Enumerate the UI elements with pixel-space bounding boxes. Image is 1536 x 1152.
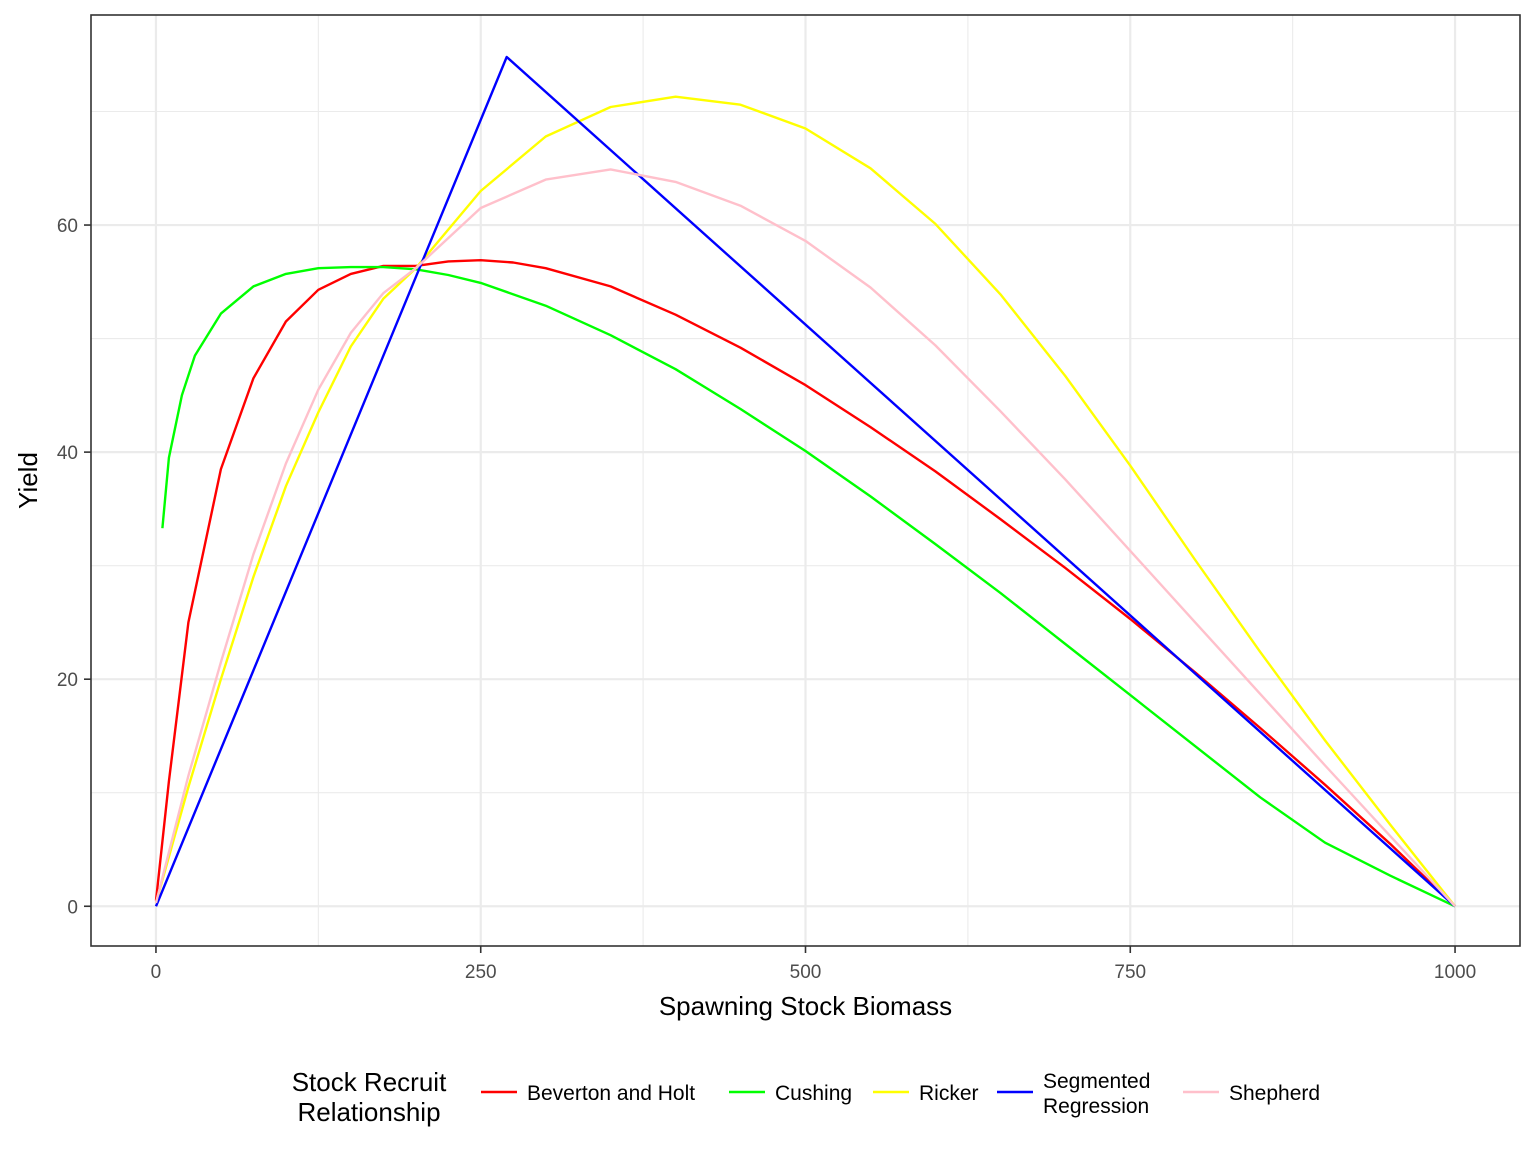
series-line-shepherd [154,168,1456,908]
legend-label-ricker: Ricker [919,1082,979,1105]
x-tick-label: 1000 [1434,962,1476,983]
legend-title-line: Stock Recruit [292,1067,447,1097]
y-tick-label: 60 [57,216,78,237]
x-tick-label: 750 [1114,962,1146,983]
y-axis-title: Yield [13,452,43,509]
y-tick-label: 20 [57,670,78,691]
legend-items: Beverton and Holt Cushing Ricker Segmented R… [481,1070,1320,1118]
legend-label-cushing: Cushing [775,1082,852,1105]
legend-label-beverton-and-holt: Beverton and Holt [527,1082,695,1105]
legend-label-line: Cushing [775,1082,852,1105]
series-line-ricker [154,95,1456,908]
legend-label-line: Regression [1043,1095,1149,1118]
series-lines [154,55,1456,908]
series-line-segmented-regression [154,55,1456,908]
legend-item-segmented-regression: Segmented Regression [997,1070,1150,1118]
x-axis-title: Spawning Stock Biomass [659,991,952,1021]
x-tick-label: 500 [790,962,822,983]
legend-item-ricker: Ricker [873,1082,979,1105]
x-tick-label: 0 [151,962,162,983]
legend-item-shepherd: Shepherd [1183,1082,1320,1105]
y-tick-label: 40 [57,443,78,464]
legend-item-cushing: Cushing [729,1082,852,1105]
y-axis: 0 20 40 60 [57,216,91,918]
legend-label-line: Ricker [919,1082,979,1105]
x-tick-label: 250 [465,962,497,983]
legend: Stock Recruit Relationship Beverton and H… [292,1067,1320,1127]
x-axis: 0 250 500 750 1000 [151,946,1476,983]
major-gridlines [91,15,1520,946]
legend-title-line: Relationship [297,1097,440,1127]
series-line-cushing [161,265,1456,908]
legend-label-line: Segmented [1043,1070,1150,1093]
legend-item-beverton-and-holt: Beverton and Holt [481,1082,695,1105]
legend-label-shepherd: Shepherd [1229,1082,1320,1105]
legend-label-segmented-regression: Segmented Regression [1043,1070,1150,1118]
legend-label-line: Shepherd [1229,1082,1320,1105]
legend-label-line: Beverton and Holt [527,1082,695,1105]
y-tick-label: 0 [67,897,78,918]
legend-title: Stock Recruit Relationship [292,1067,447,1127]
